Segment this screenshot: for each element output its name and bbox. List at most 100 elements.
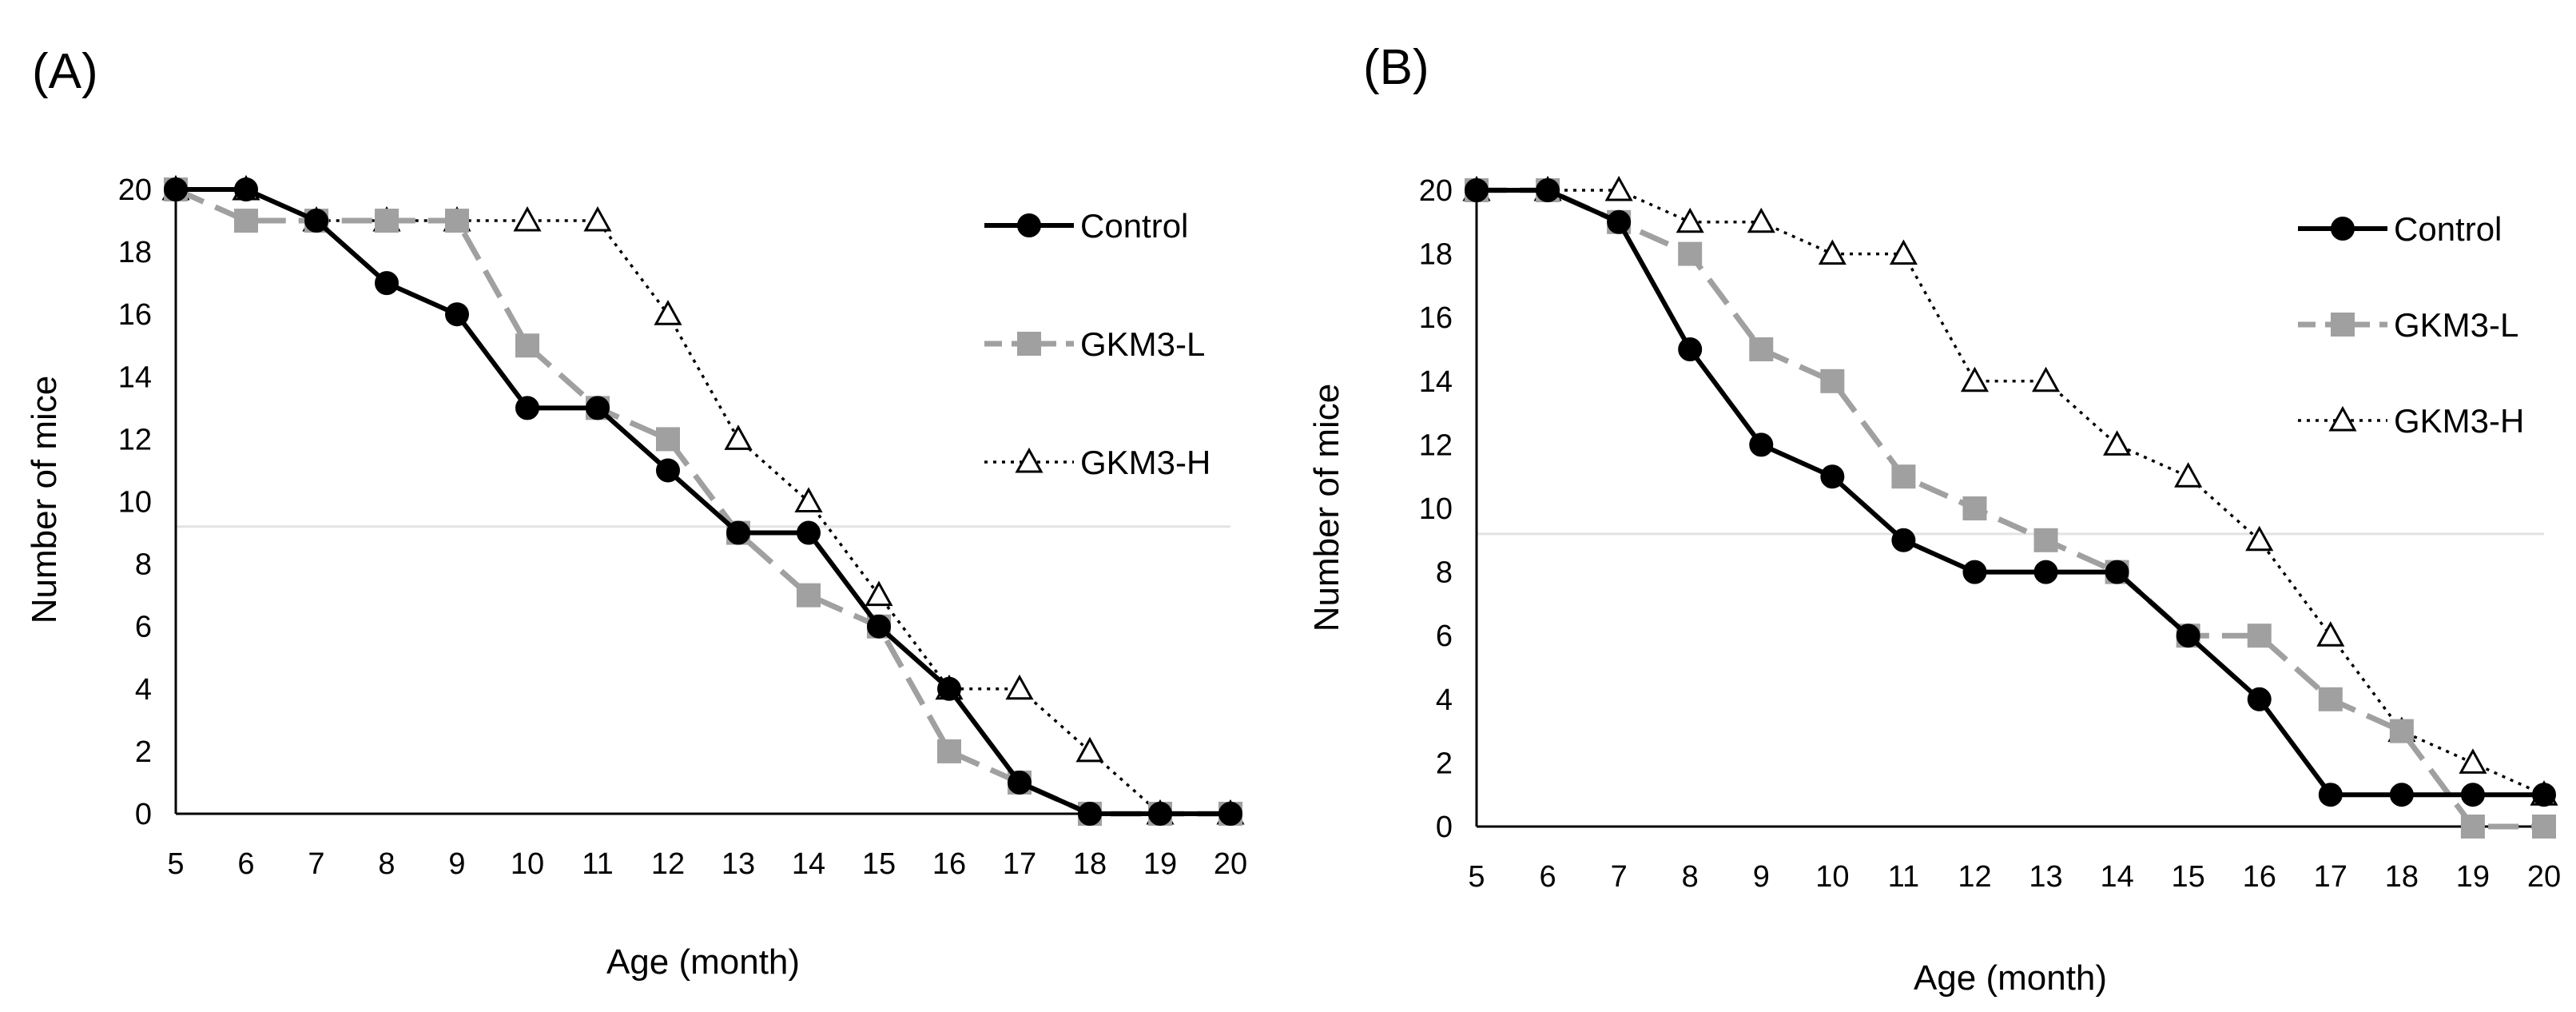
x-tick-label: 13 <box>2029 860 2062 894</box>
y-tick-label: 10 <box>1419 492 1453 526</box>
series-line <box>176 188 1230 815</box>
data-point <box>656 427 680 452</box>
x-tick-label: 7 <box>1611 860 1628 894</box>
data-point <box>445 209 469 233</box>
legend-label: GKM3-L <box>1080 325 1205 363</box>
data-point <box>794 487 823 512</box>
data-point <box>1891 464 1916 489</box>
data-point <box>2105 560 2129 584</box>
data-point <box>726 520 750 545</box>
legend: Control GKM3-L GKM3-H <box>2298 210 2524 440</box>
data-point <box>2316 621 2345 647</box>
x-tick-label: 14 <box>2100 860 2133 894</box>
panel-b: (B) 0 2 4 6 8 10 12 14 16 18 20 5 6 7 8 9 10 11 12 13 14 15 16 1… <box>1307 40 2561 998</box>
y-axis-title: Number of mice <box>25 376 64 624</box>
data-point <box>2460 783 2485 807</box>
series-gkm3-l <box>1465 178 2556 839</box>
x-tick-label: 18 <box>2385 860 2419 894</box>
data-point <box>515 396 539 420</box>
x-tick-label: 17 <box>2314 860 2347 894</box>
legend-label: GKM3-L <box>2394 306 2518 344</box>
y-tick-label: 4 <box>135 673 152 707</box>
y-tick-label: 6 <box>135 611 152 644</box>
data-point <box>375 209 399 233</box>
data-point <box>2247 624 2272 648</box>
legend-swatch-marker <box>1017 332 1041 356</box>
data-point <box>797 520 821 545</box>
y-tick-label: 20 <box>1419 174 1453 208</box>
y-tick-label: 8 <box>135 548 152 582</box>
data-point <box>1078 802 1102 826</box>
data-point <box>654 300 682 325</box>
legend-swatch-marker <box>2328 405 2357 432</box>
data-point <box>445 302 469 327</box>
y-tick-label: 2 <box>1436 747 1453 780</box>
data-point <box>2389 783 2414 807</box>
data-point <box>164 177 188 201</box>
data-point <box>865 580 893 607</box>
data-point <box>375 271 399 296</box>
y-tick-label: 12 <box>118 423 152 456</box>
data-point <box>1749 337 1774 361</box>
x-axis-title: Age (month) <box>606 942 800 982</box>
data-point <box>515 333 539 358</box>
y-axis-title: Number of mice <box>1307 384 1346 632</box>
x-tick-label: 6 <box>237 847 254 881</box>
data-point <box>234 177 258 201</box>
x-tick-label: 8 <box>378 847 395 881</box>
data-point <box>1536 178 1560 202</box>
y-tick-label: 18 <box>118 236 152 269</box>
data-point <box>1678 337 1703 361</box>
data-point <box>2460 815 2485 839</box>
y-tick-label: 12 <box>1419 428 1453 462</box>
data-point <box>1008 770 1032 795</box>
data-point <box>656 458 680 483</box>
data-point <box>2389 719 2414 743</box>
data-point <box>583 205 612 232</box>
y-tick-label: 6 <box>1436 620 1453 653</box>
data-point <box>586 396 610 420</box>
data-point <box>724 424 753 450</box>
data-point <box>1678 241 1703 266</box>
data-point <box>1218 802 1242 826</box>
legend-swatch-marker <box>1015 447 1044 473</box>
x-tick-label: 17 <box>1003 847 1036 881</box>
data-point <box>1604 175 1633 201</box>
series-line <box>1477 187 2544 830</box>
data-point <box>1607 209 1632 234</box>
y-tick-label: 10 <box>118 486 152 520</box>
y-tick-label: 14 <box>1419 365 1453 399</box>
x-tick-label: 16 <box>932 847 966 881</box>
data-point <box>2318 783 2343 807</box>
x-tick-label: 13 <box>722 847 755 881</box>
panel-label: (A) <box>32 44 98 99</box>
x-tick-label: 20 <box>1214 847 1247 881</box>
y-tick-label: 2 <box>135 735 152 769</box>
x-tick-label: 15 <box>862 847 896 881</box>
panel-label: (B) <box>1363 40 1429 95</box>
data-point <box>304 209 328 233</box>
data-point <box>2031 366 2061 392</box>
data-point <box>1962 496 1987 520</box>
series-line <box>1477 189 2545 796</box>
y-tick-label: 18 <box>1419 238 1453 272</box>
data-point <box>1465 178 1489 202</box>
y-tick-label: 8 <box>1436 556 1453 590</box>
x-tick-label: 9 <box>448 847 465 881</box>
x-tick-label: 16 <box>2243 860 2276 894</box>
data-point <box>867 614 891 639</box>
data-point <box>2174 462 2203 488</box>
data-point <box>1820 369 1845 393</box>
data-point <box>2318 687 2343 711</box>
y-tick-label: 0 <box>135 798 152 831</box>
y-tick-label: 16 <box>118 298 152 332</box>
x-tick-label: 10 <box>1815 860 1849 894</box>
data-point <box>797 583 821 608</box>
data-point <box>2245 525 2274 552</box>
series-control <box>1465 178 2556 807</box>
legend-label: Control <box>1080 207 1188 245</box>
data-point <box>1820 464 1845 489</box>
x-tick-label: 5 <box>167 847 184 881</box>
panel-a: (A) 0 2 4 6 8 10 12 14 16 18 20 5 6 7 8 9 10 11 12 13 14 15 16 1… <box>25 44 1247 982</box>
